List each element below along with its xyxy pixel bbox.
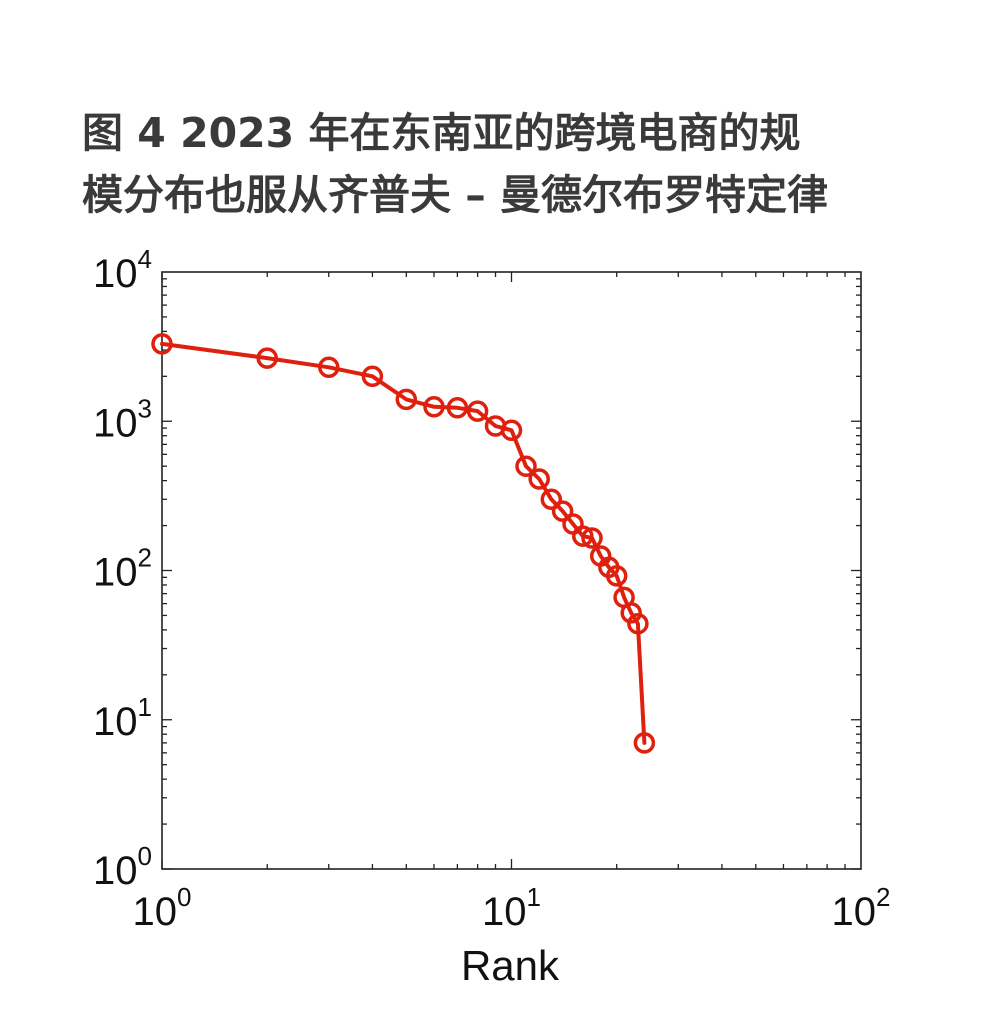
data-point <box>633 732 656 754</box>
tick-label-exponent: 2 <box>876 882 890 912</box>
tick-label-exponent: 1 <box>138 692 152 722</box>
series-line <box>160 341 647 745</box>
tick-label-exponent: 0 <box>177 882 191 912</box>
tick-label-base: 10 <box>482 890 527 934</box>
data-point <box>466 400 489 422</box>
tick-label-exponent: 2 <box>138 543 152 573</box>
data-point <box>318 356 340 379</box>
tick-label-exponent: 4 <box>138 244 152 274</box>
data-point <box>256 347 278 369</box>
ticks-layer <box>161 272 861 870</box>
data-point <box>423 396 445 418</box>
tick-label-base: 10 <box>133 890 178 934</box>
tick-label-base: 10 <box>93 849 138 893</box>
x-axis-label: Rank <box>461 942 560 989</box>
tick-label-exponent: 0 <box>138 841 152 871</box>
data-point <box>540 488 563 511</box>
data-point <box>605 565 628 587</box>
tick-label-exponent: 3 <box>138 393 152 423</box>
y-tick-label: 104 <box>93 244 152 296</box>
y-tick-label: 103 <box>93 393 152 445</box>
tick-label-base: 10 <box>93 401 138 445</box>
tick-label-base: 10 <box>93 700 138 744</box>
data-point <box>395 388 418 411</box>
x-tick-label: 100 <box>133 882 192 934</box>
figure-title-line-2: 模分布也服从齐普夫 – 曼德尔布罗特定律 <box>82 171 829 219</box>
y-tick-label: 101 <box>93 692 152 744</box>
data-point <box>627 612 649 635</box>
x-tick-label: 101 <box>482 882 541 934</box>
data-point <box>446 397 469 419</box>
data-point <box>515 455 537 477</box>
data-point <box>581 527 603 549</box>
y-tick-label: 100 <box>93 841 152 893</box>
y-tick-label: 102 <box>93 543 152 595</box>
figure-title-line-1: 图 4 2023 年在东南亚的跨境电商的规 <box>82 109 801 157</box>
data-point <box>361 365 384 388</box>
series-layer <box>151 333 656 754</box>
tick-label-exponent: 1 <box>527 882 541 912</box>
tick-label-base: 10 <box>93 252 138 296</box>
data-point <box>151 333 173 355</box>
tick-label-base: 10 <box>93 551 138 595</box>
data-point <box>500 419 523 442</box>
plot-frame <box>161 271 862 870</box>
data-point <box>528 468 550 490</box>
figure-title: 图 4 2023 年在东南亚的跨境电商的规 模分布也服从齐普夫 – 曼德尔布罗特… <box>82 102 962 226</box>
data-point <box>551 500 574 522</box>
x-tick-label: 102 <box>832 882 891 934</box>
data-point <box>572 525 594 547</box>
tick-label-base: 10 <box>832 890 877 934</box>
data-point <box>620 602 642 624</box>
